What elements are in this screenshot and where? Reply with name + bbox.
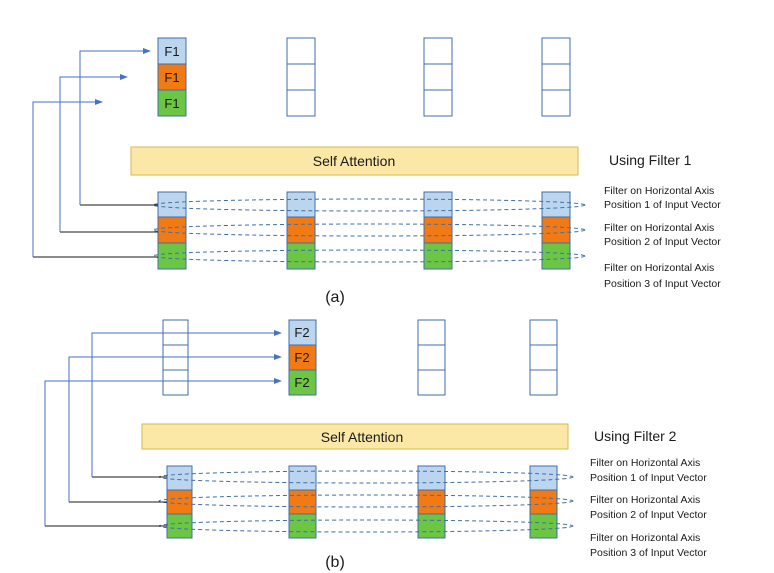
filter-note-line2: Position 3 of Input Vector bbox=[590, 547, 707, 559]
filter-connectors bbox=[44, 330, 282, 527]
input-column bbox=[166, 465, 193, 539]
input-column bbox=[286, 191, 316, 270]
filter-connectors bbox=[32, 48, 158, 258]
output-column-empty bbox=[423, 37, 453, 117]
input-column bbox=[157, 191, 187, 270]
output-cell-f2-green bbox=[288, 369, 317, 396]
filter-note-line2: Position 2 of Input Vector bbox=[590, 509, 707, 521]
panel-b: F2 F2 F2 Self Attention Using Filter 2 bbox=[44, 319, 707, 571]
filter-note-line1: Filter on Horizontal Axis bbox=[604, 222, 714, 234]
filter-note-line1: Filter on Horizontal Axis bbox=[590, 494, 700, 506]
input-column bbox=[541, 191, 571, 270]
panel-a: F1 F1 F1 Self Attention Using Filter 1 bbox=[32, 37, 721, 306]
output-column-empty bbox=[529, 319, 558, 396]
output-cell-label: F1 bbox=[164, 44, 179, 59]
panel-label: (a) bbox=[325, 289, 345, 306]
filter-ellipses bbox=[158, 470, 574, 533]
output-cell-label: F2 bbox=[294, 375, 309, 390]
filter-note-line1: Filter on Horizontal Axis bbox=[590, 532, 700, 544]
filter-ellipses bbox=[152, 198, 586, 263]
output-cell-label: F1 bbox=[164, 96, 179, 111]
filter-note-line1: Filter on Horizontal Axis bbox=[590, 457, 700, 469]
output-cell-label: F2 bbox=[294, 325, 309, 340]
output-column-filter-2: F2 F2 F2 bbox=[288, 319, 317, 396]
output-column-empty bbox=[286, 37, 316, 117]
output-column-filter-1: F1 F1 F1 bbox=[157, 37, 187, 117]
self-attention-label: Self Attention bbox=[321, 429, 404, 445]
output-column-empty bbox=[417, 319, 446, 396]
filter-note-line2: Position 2 of Input Vector bbox=[604, 236, 721, 248]
self-attention-bar bbox=[130, 146, 579, 176]
output-cell-f2-orange bbox=[288, 344, 317, 371]
output-column-empty bbox=[541, 37, 571, 117]
output-cell-f1-green bbox=[157, 89, 187, 117]
filter-note-line1: Filter on Horizontal Axis bbox=[604, 185, 714, 197]
self-attention-bar bbox=[141, 423, 569, 450]
input-column bbox=[423, 191, 453, 270]
input-column bbox=[529, 465, 558, 539]
input-column bbox=[288, 465, 317, 539]
self-attention-label: Self Attention bbox=[313, 153, 396, 169]
filter-note-line2: Position 3 of Input Vector bbox=[604, 278, 721, 290]
filter-note-line2: Position 1 of Input Vector bbox=[604, 199, 721, 211]
filter-title: Using Filter 2 bbox=[594, 428, 677, 444]
panel-label: (b) bbox=[325, 554, 345, 571]
output-cell-label: F2 bbox=[294, 350, 309, 365]
filter-note-line1: Filter on Horizontal Axis bbox=[604, 262, 714, 274]
filter-title: Using Filter 1 bbox=[609, 152, 692, 168]
input-column bbox=[417, 465, 446, 539]
output-cell-label: F1 bbox=[164, 70, 179, 85]
output-cell-f1-blue bbox=[157, 37, 187, 65]
filter-note-line2: Position 1 of Input Vector bbox=[590, 472, 707, 484]
